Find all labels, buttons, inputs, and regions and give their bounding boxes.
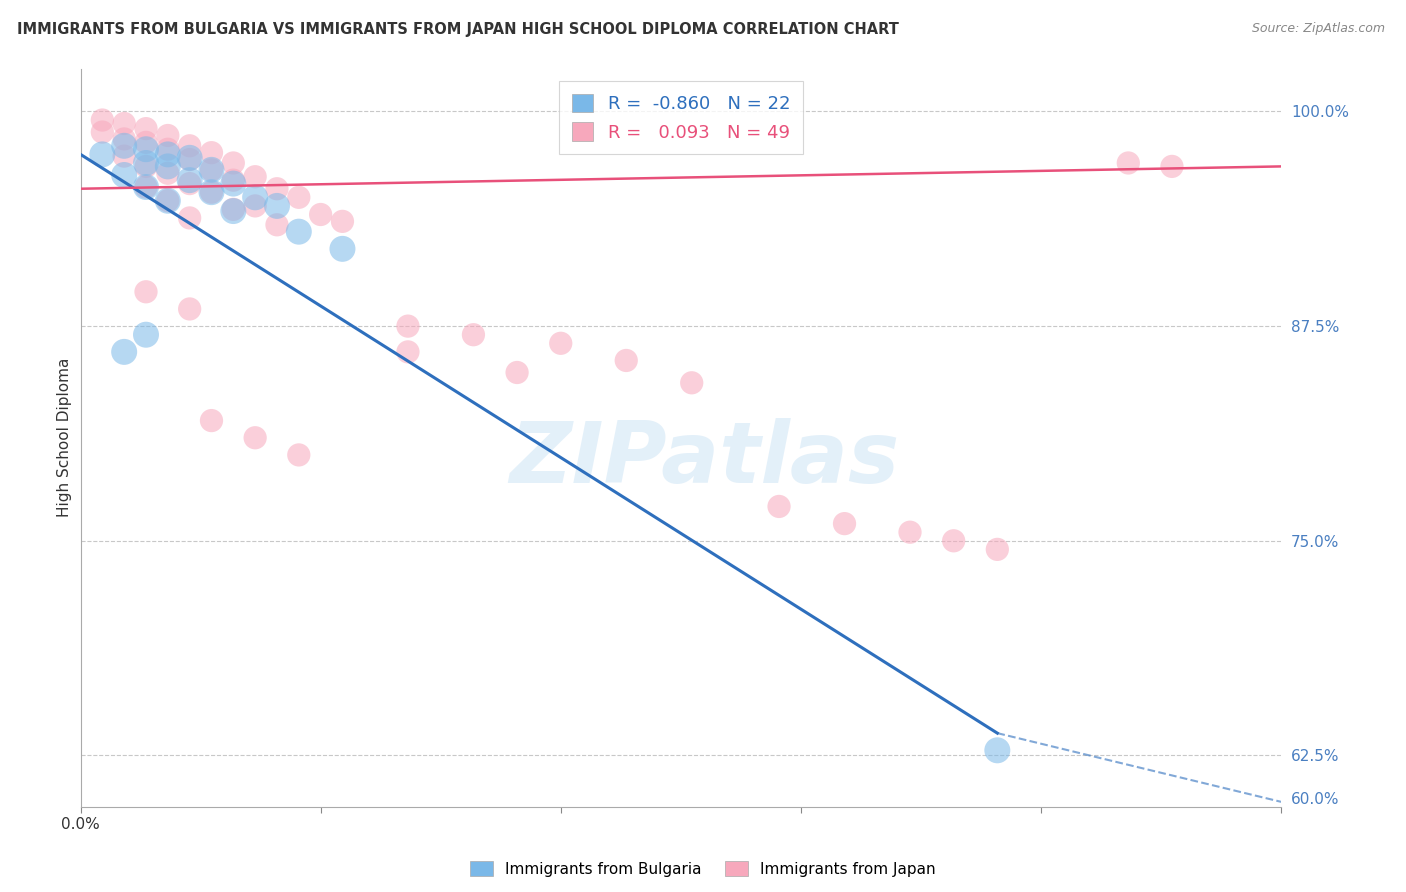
Point [156, 142, 179, 156]
Text: ZIPatlas: ZIPatlas [510, 418, 900, 501]
Point [332, 242, 354, 256]
Point [614, 353, 637, 368]
Legend: R =  -0.860   N = 22, R =   0.093   N = 49: R = -0.860 N = 22, R = 0.093 N = 49 [558, 81, 803, 154]
Point [200, 145, 222, 160]
Point [1161, 160, 1184, 174]
Point [179, 151, 201, 165]
Point [986, 743, 1008, 757]
Point [243, 199, 266, 213]
Point [288, 448, 311, 462]
Point [91, 125, 114, 139]
Point [243, 431, 266, 445]
Point [200, 162, 222, 177]
Text: Source: ZipAtlas.com: Source: ZipAtlas.com [1251, 22, 1385, 36]
Point [396, 319, 419, 334]
Point [135, 142, 157, 156]
Point [222, 202, 245, 217]
Point [112, 116, 135, 130]
Point [222, 204, 245, 219]
Point [200, 185, 222, 199]
Point [768, 500, 790, 514]
Point [288, 225, 311, 239]
Point [1116, 156, 1139, 170]
Point [135, 160, 157, 174]
Point [91, 147, 114, 161]
Point [135, 327, 157, 342]
Point [135, 136, 157, 150]
Point [179, 173, 201, 187]
Point [179, 211, 201, 225]
Point [179, 301, 201, 316]
Text: IMMIGRANTS FROM BULGARIA VS IMMIGRANTS FROM JAPAN HIGH SCHOOL DIPLOMA CORRELATIO: IMMIGRANTS FROM BULGARIA VS IMMIGRANTS F… [17, 22, 898, 37]
Point [112, 138, 135, 153]
Point [463, 327, 485, 342]
Point [156, 128, 179, 143]
Point [288, 190, 311, 204]
Point [200, 185, 222, 199]
Point [266, 199, 288, 213]
Legend: Immigrants from Bulgaria, Immigrants from Japan: Immigrants from Bulgaria, Immigrants fro… [463, 853, 943, 884]
Point [112, 168, 135, 182]
Point [200, 162, 222, 177]
Point [266, 218, 288, 232]
Point [156, 166, 179, 180]
Point [506, 366, 529, 380]
Point [91, 113, 114, 128]
Point [156, 160, 179, 174]
Point [135, 180, 157, 194]
Point [681, 376, 703, 390]
Point [243, 190, 266, 204]
Point [135, 156, 157, 170]
Point [550, 336, 572, 351]
Point [243, 169, 266, 184]
Point [179, 153, 201, 167]
Y-axis label: High School Diploma: High School Diploma [58, 358, 72, 517]
Point [834, 516, 856, 531]
Point [179, 177, 201, 191]
Point [156, 194, 179, 208]
Point [135, 121, 157, 136]
Point [135, 180, 157, 194]
Point [942, 533, 965, 548]
Point [222, 156, 245, 170]
Point [179, 138, 201, 153]
Point [266, 182, 288, 196]
Point [200, 414, 222, 428]
Point [112, 132, 135, 146]
Point [898, 525, 921, 540]
Point [135, 285, 157, 299]
Point [222, 173, 245, 187]
Point [986, 542, 1008, 557]
Point [396, 344, 419, 359]
Point [309, 207, 332, 221]
Point [222, 177, 245, 191]
Point [112, 344, 135, 359]
Point [332, 214, 354, 228]
Point [156, 147, 179, 161]
Point [112, 149, 135, 163]
Point [156, 194, 179, 208]
